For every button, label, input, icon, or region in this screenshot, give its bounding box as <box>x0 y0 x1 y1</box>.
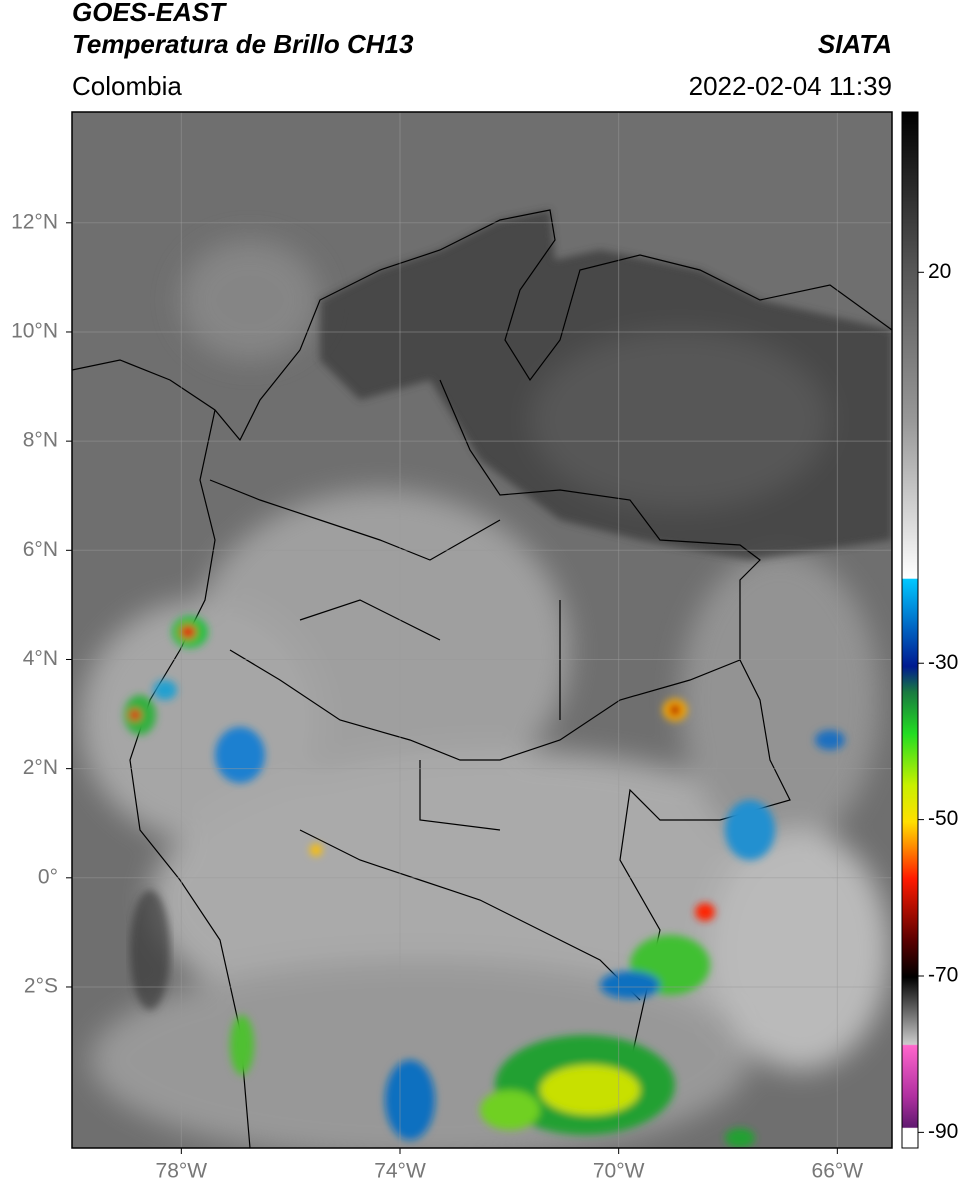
y-tick-label: 6°N <box>23 538 58 561</box>
y-tick-label: 12°N <box>11 210 58 233</box>
subtitle: Temperatura de Brillo CH13 <box>72 29 414 59</box>
colorbar-tick-label: -50 <box>928 807 958 830</box>
y-tick-label: 2°S <box>24 975 58 998</box>
y-tick-label: 8°N <box>23 429 58 452</box>
grid <box>72 112 892 1148</box>
x-tick-label: 70°W <box>593 1160 645 1183</box>
colorbar-tick-label: -30 <box>928 651 958 674</box>
region: Colombia <box>72 71 182 101</box>
y-tick-label: 10°N <box>11 320 58 343</box>
timestamp: 2022-02-04 11:39 <box>689 71 892 101</box>
source: SIATA <box>818 29 892 59</box>
colorbar-tick-label: 20 <box>928 260 951 283</box>
x-tick-label: 66°W <box>812 1160 864 1183</box>
satellite-image <box>72 112 892 1148</box>
title: GOES-EAST <box>72 0 227 27</box>
colorbar-tick-label: -70 <box>928 964 958 987</box>
y-tick-label: 4°N <box>23 647 58 670</box>
colorbar <box>901 111 919 1149</box>
colorbar-tick-label: -90 <box>928 1120 958 1143</box>
x-tick-label: 74°W <box>374 1160 426 1183</box>
y-tick-label: 0° <box>38 865 58 888</box>
map-frame <box>71 111 893 1149</box>
x-tick-label: 78°W <box>156 1160 208 1183</box>
y-tick-label: 2°N <box>23 756 58 779</box>
